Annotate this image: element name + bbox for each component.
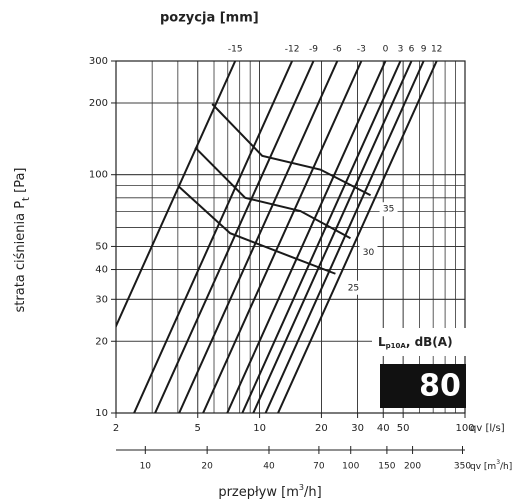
badge-box: [380, 364, 466, 408]
noise-label-bg: [379, 202, 398, 217]
position-label: -6: [333, 45, 342, 55]
x-label-sup: 3: [299, 483, 304, 492]
position-label: 3: [398, 45, 404, 55]
curve: [226, 61, 387, 413]
y-tick-label: 30: [95, 294, 108, 305]
x2-tick-label: 150: [378, 462, 395, 472]
curve: [211, 103, 372, 197]
y-tick-label: 20: [95, 336, 108, 347]
x2-tick-label: 20: [201, 462, 213, 472]
curve: [202, 61, 363, 413]
badge-label-sub: p10A: [386, 342, 407, 350]
position-label: -15: [228, 45, 243, 55]
curve: [133, 61, 294, 413]
y-label-text: [Pa]: [13, 168, 28, 198]
x2-unit-text: /h]: [500, 462, 512, 472]
position-label: -12: [285, 45, 300, 55]
y-tick-label: 50: [95, 241, 108, 252]
x2-tick-label: 350: [454, 462, 471, 472]
position-label: 6: [409, 45, 415, 55]
y-tick-label: 300: [89, 56, 108, 67]
x-tick-label: 5: [195, 423, 201, 434]
noise-label-bg: [359, 245, 378, 260]
curve: [178, 61, 339, 413]
noise-label: 35: [383, 205, 394, 215]
curve: [154, 61, 315, 413]
noise-label: 25: [348, 283, 359, 293]
x-tick-label: 40: [377, 423, 390, 434]
y-tick-label: 40: [95, 265, 108, 276]
x-tick-label: 2: [113, 423, 119, 434]
position-label: -3: [357, 45, 366, 55]
position-label: -9: [309, 45, 318, 55]
badge-label-bg: [372, 328, 470, 356]
x2-unit-sup: 3: [496, 459, 500, 466]
badge-label-text: , dB(A): [406, 335, 453, 349]
y-label-sub: t: [21, 197, 32, 201]
x2-tick-label: 100: [342, 462, 359, 472]
curve: [252, 61, 413, 413]
plot-frame: [115, 60, 466, 414]
x2-unit: qv [m3/h]: [470, 459, 512, 472]
badge-label: Lp10A, dB(A): [378, 335, 453, 351]
x-tick-label: 50: [397, 423, 410, 434]
x-tick-label: 10: [253, 423, 266, 434]
position-label: 12: [431, 45, 442, 55]
position-label: 9: [421, 45, 427, 55]
lines: [116, 61, 438, 413]
x2-tick-label: 200: [404, 462, 421, 472]
x2-tick-label: 40: [263, 462, 275, 472]
y-label-text: strata ciśnienia P: [13, 201, 28, 313]
y-axis-label: strata ciśnienia Pt [Pa]: [13, 168, 32, 313]
badge-value: 80: [419, 369, 461, 404]
position-label: 0: [383, 45, 389, 55]
x-tick-label: 100: [455, 423, 474, 434]
x-unit: qv [l/s]: [470, 423, 505, 434]
x2-tick-label: 70: [313, 462, 325, 472]
curve: [116, 61, 237, 329]
noise-label-bg: [344, 280, 363, 295]
x-tick-label: 30: [351, 423, 364, 434]
curve: [264, 61, 425, 413]
curve: [277, 61, 438, 413]
x-label-text: /h]: [304, 485, 322, 500]
x-axis-label: przepływ [m3/h]: [218, 483, 321, 500]
curve: [194, 146, 351, 240]
y-tick-label: 100: [89, 170, 108, 181]
x2-tick-label: 10: [140, 462, 152, 472]
curve: [241, 61, 402, 413]
y-tick-label: 200: [89, 98, 108, 109]
x2-unit-text: qv [m: [470, 462, 496, 472]
curve: [177, 185, 336, 275]
top-axis-title: pozycja [mm]: [160, 11, 259, 26]
x-tick-label: 20: [315, 423, 328, 434]
badge-label-text: L: [378, 335, 386, 349]
x-label-text: przepływ [m: [218, 485, 299, 500]
y-tick-label: 10: [95, 408, 108, 419]
noise-label: 30: [363, 248, 375, 258]
